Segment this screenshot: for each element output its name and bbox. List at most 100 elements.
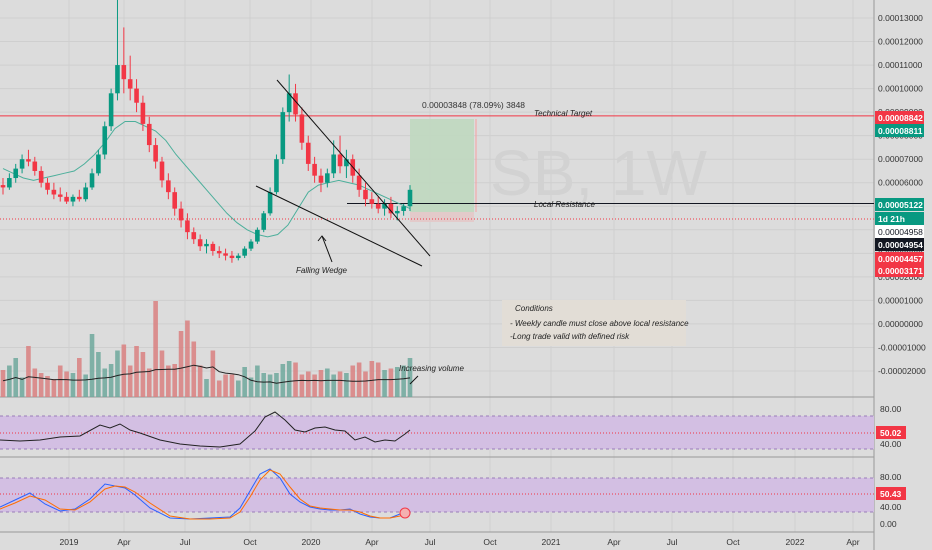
candle-body xyxy=(134,88,139,103)
conditions-line-2: -Long trade valid with defined risk xyxy=(510,332,630,341)
candle-body xyxy=(77,196,82,200)
volume-bar xyxy=(223,374,228,397)
volume-bar xyxy=(267,374,273,397)
candle-body xyxy=(57,194,63,197)
moving-average-line xyxy=(2,121,411,238)
volume-bar xyxy=(312,374,317,397)
candle-body xyxy=(26,159,31,162)
candle-body xyxy=(108,93,114,127)
volume-bar xyxy=(178,331,184,397)
candle-body xyxy=(89,173,95,188)
price-tag-text: 0.00004954 xyxy=(878,240,923,250)
time-tick-label: Jul xyxy=(180,537,191,547)
candle-body xyxy=(191,232,197,240)
local-resistance-label: Local Resistance xyxy=(534,200,595,209)
price-tick-label: 0.00006000 xyxy=(878,178,923,188)
volume-bar xyxy=(344,373,349,397)
candle-body xyxy=(229,255,235,259)
volume-bar xyxy=(229,374,235,397)
volume-bar xyxy=(172,364,178,397)
candle-body xyxy=(178,208,184,221)
conditions-title: Conditions xyxy=(515,304,553,313)
candle-body xyxy=(382,203,387,209)
candle-body xyxy=(248,241,254,249)
volume-bar xyxy=(70,373,76,397)
candle-body xyxy=(369,199,375,204)
falling-wedge-label: Falling Wedge xyxy=(296,266,348,275)
volume-bar xyxy=(388,368,394,397)
volume-bar xyxy=(382,370,387,397)
candle-body xyxy=(153,145,158,162)
volume-bar xyxy=(166,365,171,397)
candle-body xyxy=(166,180,171,193)
candle-body xyxy=(45,182,50,190)
volume-bar xyxy=(274,373,279,397)
price-tag-box xyxy=(875,111,924,124)
wedge-lower-line[interactable] xyxy=(255,185,423,267)
candle-body xyxy=(388,203,394,214)
price-tick-label: 0.00000000 xyxy=(878,319,923,329)
conditions-box[interactable] xyxy=(502,300,686,346)
rsi-tick-80: 80.00 xyxy=(880,404,902,414)
candle-body xyxy=(363,189,368,200)
candle-body xyxy=(261,213,267,230)
candle-body xyxy=(274,159,279,193)
price-tag-box xyxy=(875,225,924,238)
price-tag-text: 0.00008842 xyxy=(878,113,923,123)
candle-body xyxy=(204,243,209,247)
stop-zone[interactable] xyxy=(410,212,474,222)
stoch-tick-0: 0.00 xyxy=(880,519,897,529)
price-tick-label: 0.00012000 xyxy=(878,37,923,47)
candle-body xyxy=(121,65,127,80)
candle-body xyxy=(312,163,317,176)
candle-body xyxy=(159,161,165,181)
volume-bar xyxy=(38,373,44,397)
volume-bar xyxy=(77,358,82,397)
candle-body xyxy=(197,239,203,247)
volume-bar xyxy=(280,364,286,397)
volume-bar xyxy=(286,361,292,397)
candle-body xyxy=(375,203,381,209)
price-tag-box xyxy=(875,264,924,277)
target-zone[interactable] xyxy=(410,119,474,212)
price-tag-text: 0.00003171 xyxy=(878,266,923,276)
increasing-volume-label: Increasing volume xyxy=(399,364,464,373)
volume-bar xyxy=(159,350,165,397)
volume-arrow xyxy=(409,375,419,385)
candle-body xyxy=(210,243,216,251)
candle-body xyxy=(401,206,406,211)
stoch-tick-80: 80.00 xyxy=(880,472,902,482)
time-tick-label: 2021 xyxy=(542,537,561,547)
candle-body xyxy=(172,192,178,209)
volume-bar xyxy=(45,376,50,397)
volume-bar xyxy=(121,344,127,397)
rsi-value-text: 50.02 xyxy=(880,428,902,438)
volume-bar xyxy=(394,367,400,397)
wedge-upper-line[interactable] xyxy=(276,79,431,257)
volume-bar xyxy=(407,358,413,397)
volume-bar xyxy=(102,368,108,397)
candle-body xyxy=(299,114,305,143)
volume-bar xyxy=(89,334,95,397)
volume-bar xyxy=(153,301,158,397)
time-axis[interactable]: 2019 Apr Jul Oct 2020 Apr Jul Oct 2021 Apr Jul Oct 2… xyxy=(60,537,860,547)
horizontal-levels xyxy=(0,115,874,220)
time-tick-label: Apr xyxy=(365,537,378,547)
price-tag-text: 0.00004457 xyxy=(878,254,923,264)
time-tick-label: Oct xyxy=(243,537,257,547)
candle-body xyxy=(325,173,330,183)
candle-body xyxy=(242,248,247,256)
time-tick-label: Apr xyxy=(607,537,620,547)
price-tick-label: 0.00013000 xyxy=(878,13,923,23)
candle-body xyxy=(7,178,12,188)
volume-bar xyxy=(204,379,209,397)
candle-body xyxy=(286,93,292,113)
candle-body xyxy=(102,126,108,155)
candle-body xyxy=(356,175,362,190)
candle-body xyxy=(267,192,273,214)
volume-bar xyxy=(216,380,222,397)
candle-body xyxy=(19,159,25,169)
volume-bar xyxy=(83,374,88,397)
volume-bar xyxy=(51,379,57,397)
